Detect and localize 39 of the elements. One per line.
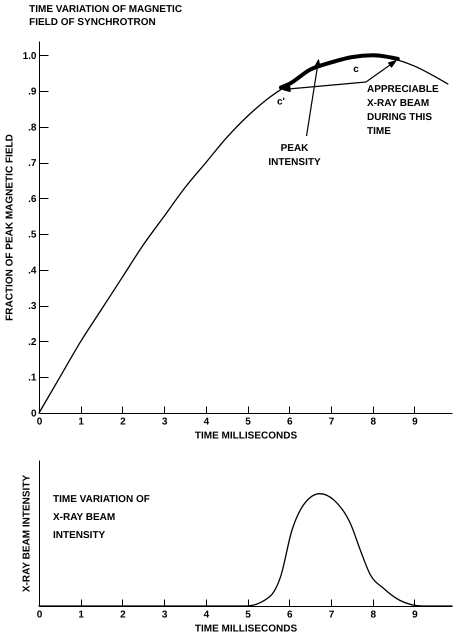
y-tick-label: .2 xyxy=(28,336,37,348)
chart-title: TIME VARIATION OF MAGNETIC FIELD OF SYNCHROTRON xyxy=(29,4,182,28)
y-tick-label: .7 xyxy=(28,158,37,170)
x-axis-title: TIME MILLISECONDS xyxy=(194,430,298,442)
x-tick-label: 4 xyxy=(204,610,210,620)
y-tick-label: .6 xyxy=(28,194,37,205)
y-tick-label: .4 xyxy=(28,265,37,276)
y-tick-label: 1.0 xyxy=(22,50,37,62)
x-tick-label: 1 xyxy=(78,610,84,620)
y-tick-label: .5 xyxy=(28,230,37,241)
x-tick-label: 8 xyxy=(370,416,376,428)
y-tick-label: .9 xyxy=(28,86,37,98)
y-tick-label: .3 xyxy=(28,301,37,312)
x-tick-label: 5 xyxy=(245,610,252,620)
y-tick-label: .1 xyxy=(28,372,37,384)
y-axis-title: FRACTION OF PEAK MAGNETIC FIELD xyxy=(4,134,16,321)
x-tick-label: 3 xyxy=(162,610,168,620)
x-tick-label: 6 xyxy=(287,416,294,428)
text: TIME VARIATION OF X-RAY BEAM INTENSITY xyxy=(53,494,150,541)
annotation: APPRECIABLE X-RAY BEAM DURING THIS TIME xyxy=(367,84,440,137)
x-tick-label: 6 xyxy=(287,610,294,620)
x-tick-label: 8 xyxy=(370,610,376,620)
x-tick-label: 2 xyxy=(120,416,126,428)
annotation: c' xyxy=(276,96,285,108)
x-tick-label: 4 xyxy=(204,416,210,428)
y-tick-label: 0 xyxy=(30,408,37,420)
x-tick-label: 1 xyxy=(78,416,84,428)
x-tick-label: 3 xyxy=(162,416,168,428)
x-tick-label: 9 xyxy=(412,416,418,428)
x-tick-label: 2 xyxy=(120,610,126,620)
annotation: c xyxy=(353,64,360,76)
x-tick-label: 5 xyxy=(245,416,252,428)
x-tick-label: 7 xyxy=(328,610,335,620)
annotation: PEAK INTENSITY xyxy=(268,143,321,168)
x-tick-label: 7 xyxy=(328,416,335,428)
y-tick-label: .8 xyxy=(28,122,37,134)
y-axis-title: X-RAY BEAM INTENSITY xyxy=(22,474,32,592)
x-axis-title: TIME MILLISECONDS xyxy=(194,624,298,634)
x-tick-label: 9 xyxy=(412,610,418,620)
